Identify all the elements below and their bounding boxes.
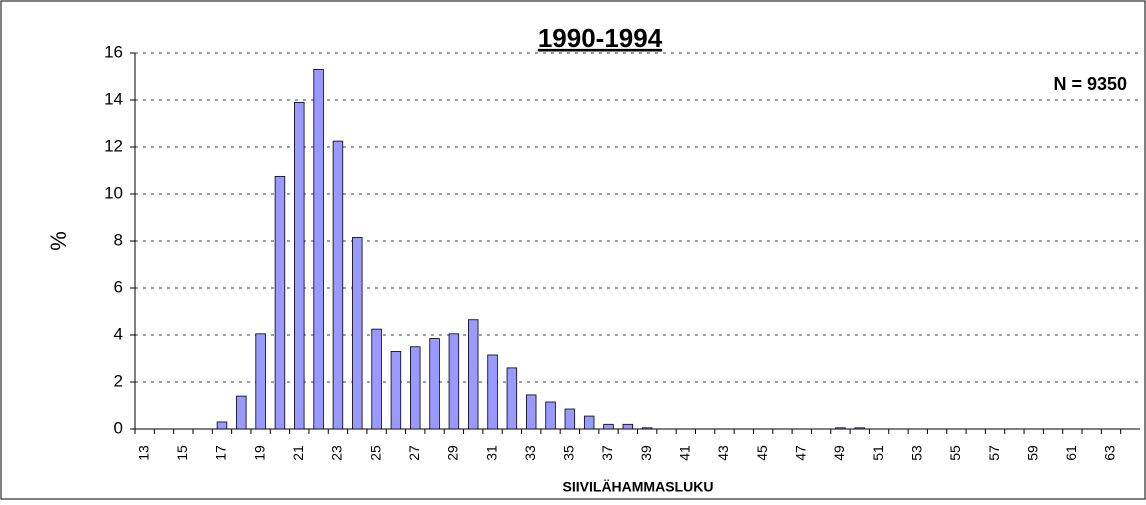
x-tick-label: 39 — [638, 445, 654, 461]
x-tick-label: 23 — [329, 445, 345, 461]
y-tick-label: 2 — [114, 371, 123, 390]
bar — [255, 333, 266, 430]
x-tick-label: 25 — [367, 445, 383, 461]
x-tick-label: 41 — [677, 445, 693, 461]
y-tick-label: 10 — [104, 183, 123, 202]
bar — [429, 338, 440, 430]
x-tick-label: 21 — [290, 445, 306, 461]
bar — [352, 237, 363, 430]
chart-title: 1990-1994 — [538, 23, 663, 53]
x-tick-label: 57 — [986, 445, 1002, 461]
x-tick-label: 47 — [792, 445, 808, 461]
bar — [525, 394, 537, 430]
x-tick-label: 19 — [251, 445, 267, 461]
bar — [835, 427, 846, 430]
y-tick-label: 4 — [114, 324, 123, 343]
x-tick-label: 35 — [561, 445, 577, 461]
x-tick-label: 17 — [213, 445, 229, 461]
y-tick-label: 16 — [104, 42, 123, 61]
x-tick-label: 37 — [599, 445, 615, 461]
y-tick-label: 12 — [104, 136, 123, 155]
x-tick-label: 53 — [908, 445, 924, 461]
y-tick-label: 14 — [104, 89, 123, 108]
bar — [603, 423, 614, 430]
x-tick-label: 15 — [174, 445, 190, 461]
y-tick-label: 0 — [114, 418, 123, 437]
y-tick-label: 6 — [114, 277, 123, 296]
x-tick-label: 55 — [947, 445, 963, 461]
bar — [410, 346, 421, 430]
x-tick-label: 59 — [1024, 445, 1040, 461]
x-tick-label: 27 — [406, 445, 422, 461]
x-tick-label: 63 — [1102, 445, 1118, 461]
bar — [641, 427, 653, 430]
annotation: N = 9350 — [1053, 74, 1127, 94]
bar — [467, 319, 479, 430]
x-tick-label: 49 — [831, 445, 847, 461]
y-axis-label: % — [46, 231, 71, 251]
bar — [622, 423, 634, 430]
bar — [236, 395, 247, 430]
x-tick-label: 43 — [715, 445, 731, 461]
bar — [506, 367, 518, 430]
y-tick-label: 8 — [114, 230, 123, 249]
bar — [332, 140, 344, 430]
bar — [545, 401, 556, 430]
bar — [216, 421, 228, 430]
x-tick-label: 29 — [445, 445, 461, 461]
x-tick-label: 13 — [135, 445, 151, 461]
bar — [448, 333, 460, 430]
x-tick-label: 31 — [483, 445, 499, 461]
x-tick-label: 33 — [522, 445, 538, 461]
bar — [390, 351, 402, 430]
bar — [274, 175, 286, 430]
bar — [564, 408, 576, 430]
bar — [854, 427, 865, 430]
bar — [294, 101, 305, 430]
bar — [313, 69, 324, 430]
x-tick-label: 51 — [870, 445, 886, 461]
x-axis-label: SIIVILÄHAMMASLUKU — [563, 479, 714, 495]
x-tick-label: 45 — [754, 445, 770, 461]
bar — [487, 354, 498, 430]
bar — [583, 415, 595, 430]
bar — [371, 328, 382, 430]
x-tick-label: 61 — [1063, 445, 1079, 461]
